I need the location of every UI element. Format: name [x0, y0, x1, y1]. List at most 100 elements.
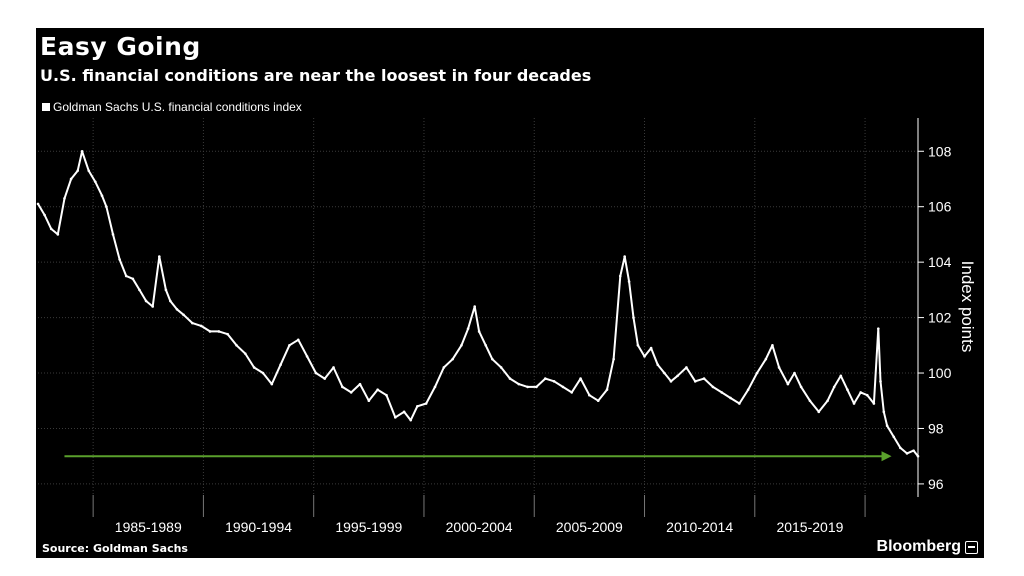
data-point — [912, 449, 915, 452]
data-point — [477, 330, 481, 333]
y-tick-label: 96 — [928, 476, 944, 492]
data-point — [771, 344, 774, 347]
y-tick-label: 100 — [928, 365, 952, 381]
data-point — [755, 371, 759, 375]
data-point — [314, 371, 318, 375]
data-point — [80, 149, 84, 153]
x-tick-label: 1985-1989 — [115, 519, 182, 535]
data-point — [793, 371, 796, 375]
data-point — [899, 446, 902, 450]
data-point — [87, 169, 91, 172]
data-point — [786, 382, 790, 386]
data-point — [618, 274, 622, 278]
legend: Goldman Sachs U.S. financial conditions … — [42, 100, 302, 114]
x-tick-label: 2010-2014 — [666, 519, 733, 535]
data-point — [235, 344, 238, 347]
data-point — [669, 380, 673, 383]
data-point — [777, 366, 781, 369]
data-point — [865, 393, 869, 397]
data-point — [508, 377, 512, 380]
data-point — [296, 338, 300, 342]
data-point — [385, 393, 388, 397]
y-tick-label: 106 — [928, 199, 952, 215]
data-point — [393, 416, 397, 419]
data-point — [685, 366, 688, 369]
y-tick-label: 102 — [928, 310, 952, 326]
data-point — [36, 202, 40, 206]
data-point — [605, 388, 609, 391]
data-point — [676, 374, 679, 378]
data-point — [916, 454, 920, 458]
data-point — [643, 355, 646, 358]
data-point — [323, 377, 327, 380]
brand-name: Bloomberg — [876, 538, 961, 555]
data-point — [56, 233, 60, 236]
data-point — [720, 391, 724, 394]
data-point — [826, 399, 829, 403]
data-point — [879, 380, 882, 383]
data-point — [191, 321, 194, 325]
data-point — [416, 404, 419, 408]
data-point — [341, 385, 344, 389]
data-point — [349, 391, 353, 394]
data-point — [94, 180, 97, 184]
legend-label: Goldman Sachs U.S. financial conditions … — [53, 100, 302, 114]
data-point — [892, 435, 896, 439]
data-point — [305, 355, 309, 358]
data-point — [261, 371, 265, 375]
data-point — [517, 382, 521, 386]
data-point — [561, 385, 565, 389]
data-point — [693, 380, 697, 383]
data-point — [279, 363, 282, 367]
data-point — [288, 344, 291, 347]
chart-panel: 96 98 100 102 104 106 108 1985-1989 1990-1994 199… — [36, 28, 984, 558]
series-line — [37, 150, 919, 457]
data-point — [208, 330, 212, 333]
data-point — [164, 288, 168, 292]
data-point — [656, 363, 660, 367]
data-point — [663, 371, 666, 375]
data-point — [543, 377, 547, 380]
data-point — [852, 402, 856, 405]
legend-swatch — [42, 103, 50, 111]
data-point — [579, 377, 582, 380]
data-point — [832, 385, 836, 389]
data-point — [69, 177, 73, 181]
data-point — [63, 197, 66, 200]
data-point — [376, 388, 379, 391]
data-point — [433, 385, 437, 389]
data-point — [702, 377, 706, 380]
data-point — [100, 194, 104, 197]
data-point — [877, 327, 880, 330]
data-point — [738, 402, 741, 405]
data-point — [244, 352, 247, 355]
y-axis-title: Index points — [958, 261, 977, 353]
data-point — [627, 280, 631, 283]
data-point — [226, 332, 229, 336]
data-point — [859, 391, 862, 394]
data-point — [358, 382, 362, 386]
data-point — [199, 324, 203, 328]
line-chart: 96 98 100 102 104 106 108 1985-1989 1990-1994 199… — [36, 118, 977, 535]
x-tick-label: 2005-2009 — [556, 519, 623, 535]
data-point — [596, 399, 600, 403]
data-point — [632, 316, 635, 319]
data-point — [124, 274, 128, 278]
data-point — [612, 357, 615, 361]
data-point — [526, 385, 529, 389]
data-point — [118, 258, 121, 261]
y-tick-label: 98 — [928, 420, 944, 436]
data-point — [808, 399, 812, 403]
source-note: Source: Goldman Sachs — [42, 542, 188, 555]
data-point — [252, 366, 256, 369]
data-point — [131, 277, 135, 281]
data-point — [451, 357, 454, 361]
data-point — [270, 382, 274, 386]
data-point — [105, 205, 108, 209]
data-point — [570, 391, 574, 394]
y-tick-label: 104 — [928, 254, 952, 270]
y-tick-label: 108 — [928, 143, 952, 159]
data-point — [367, 399, 371, 403]
data-point — [424, 402, 428, 405]
data-point — [49, 227, 53, 231]
